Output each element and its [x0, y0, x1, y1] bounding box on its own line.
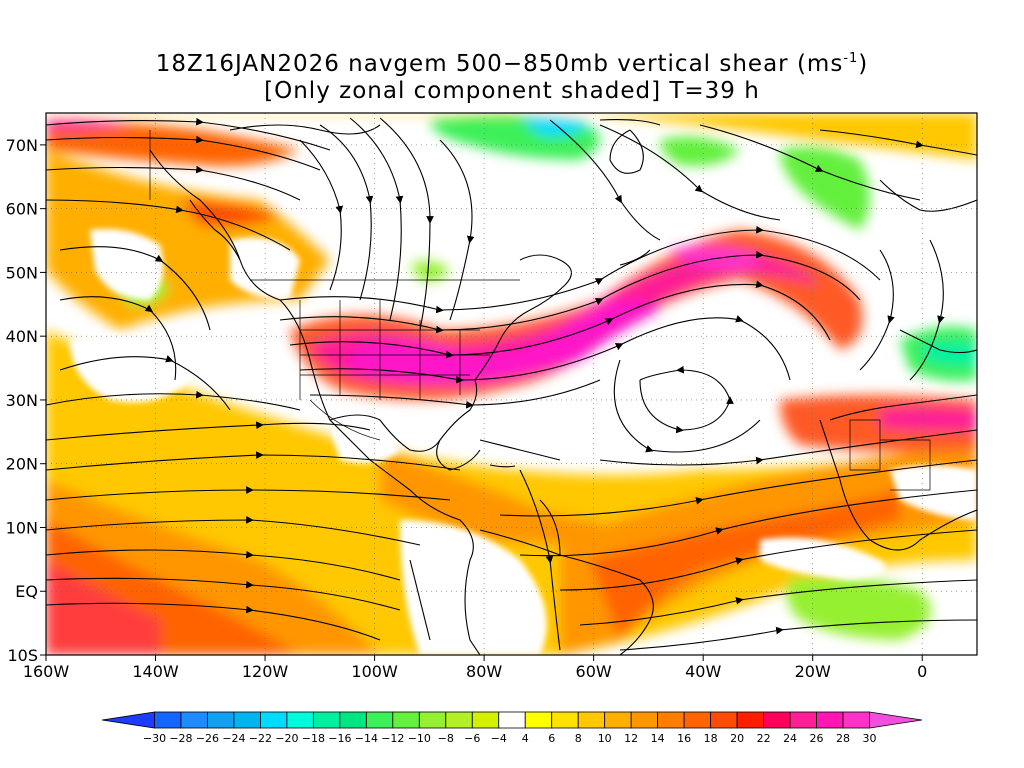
colorbar-label: −14	[355, 732, 378, 745]
colorbar-label: 26	[810, 732, 824, 745]
colorbar-label: −16	[328, 732, 351, 745]
colorbar-swatch	[842, 711, 870, 729]
colorbar-label: −24	[222, 732, 245, 745]
lat-axis: 70N 60N 50N 40N 30N 20N 10N EQ 10S	[6, 136, 46, 665]
lat-tick-label: 50N	[6, 263, 38, 282]
colorbar-swatch	[365, 711, 394, 729]
lat-tick-label: 40N	[6, 327, 38, 346]
lat-tick-label: 10N	[6, 518, 38, 537]
colorbar-swatch	[524, 711, 553, 729]
lon-tick-label: 80W	[466, 662, 502, 681]
streamlines	[46, 117, 977, 651]
colorbar-label: 14	[651, 732, 665, 745]
colorbar-swatch	[207, 711, 235, 729]
map-plot-area	[46, 113, 977, 655]
title-line-2: [Only zonal component shaded] T=39 h	[264, 78, 760, 104]
lon-axis: 160W 140W 120W 100W 80W 60W 40W 20W 0	[23, 655, 927, 681]
lon-tick-label: 0	[917, 662, 927, 681]
colorbar-label: −10	[408, 732, 431, 745]
colorbar-swatch	[471, 711, 500, 729]
lon-tick-label: 100W	[351, 662, 398, 681]
lat-tick-label: 70N	[6, 136, 38, 155]
colorbar-label: 22	[757, 732, 771, 745]
colorbar-label: −22	[249, 732, 272, 745]
lat-tick-label: 30N	[6, 391, 38, 410]
colorbar-label: 4	[522, 732, 529, 745]
lon-tick-label: 60W	[576, 662, 612, 681]
colorbar-swatch	[604, 711, 632, 729]
lon-tick-label: 160W	[23, 662, 70, 681]
colorbar-swatch	[445, 711, 473, 729]
colorbar-swatch	[763, 711, 791, 729]
colorbar-swatch	[710, 711, 738, 729]
colorbar-swatch	[498, 711, 526, 729]
colorbar-swatch	[789, 711, 817, 729]
colorbar-label: 20	[730, 732, 744, 745]
colorbar-swatch	[418, 711, 447, 729]
colorbar-label: 24	[783, 732, 797, 745]
colorbar-label: 8	[575, 732, 582, 745]
colorbar-label: −6	[464, 732, 480, 745]
colorbar-label: 18	[704, 732, 718, 745]
colorbar-swatch	[683, 711, 712, 729]
colorbar-label: 28	[836, 732, 850, 745]
colorbar-label: −30	[143, 732, 166, 745]
colorbar-label: −18	[302, 732, 325, 745]
colorbar-swatch	[657, 711, 685, 729]
colorbar-swatch	[392, 711, 420, 729]
lon-tick-label: 120W	[242, 662, 289, 681]
colorbar-swatch	[577, 711, 606, 729]
colorbar-swatch	[286, 711, 314, 729]
colorbar-swatch	[551, 711, 579, 729]
colorbar-label: 16	[677, 732, 691, 745]
colorbar-swatch-low-arrow	[101, 711, 155, 729]
plot-border	[45, 112, 978, 656]
colorbar-label: −26	[196, 732, 219, 745]
title-line-1: 18Z16JAN2026 navgem 500−850mb vertical s…	[156, 51, 869, 77]
colorbar-label: −4	[491, 732, 507, 745]
colorbar-label: −20	[275, 732, 298, 745]
colorbar-swatch	[630, 711, 659, 729]
colorbar-swatch	[312, 711, 341, 729]
colorbar-label: 6	[548, 732, 555, 745]
colorbar: −30 −28 −26 −24 −22 −20 −18 −16 −14 −12 −10 −8 −6 −4 4…	[101, 711, 923, 745]
colorbar-label: −28	[169, 732, 192, 745]
colorbar-swatch	[233, 711, 261, 729]
colorbar-label: 10	[598, 732, 612, 745]
lat-tick-label: EQ	[15, 582, 38, 601]
lat-tick-label: 60N	[6, 200, 38, 219]
colorbar-swatch-high-arrow	[869, 711, 923, 729]
lat-tick-label: 20N	[6, 455, 38, 474]
colorbar-swatch	[180, 711, 208, 729]
colorbar-label: 12	[624, 732, 638, 745]
colorbar-swatch	[154, 711, 182, 729]
lat-tick-label: 10S	[7, 646, 38, 665]
colorbar-label: −8	[438, 732, 454, 745]
colorbar-label: −12	[381, 732, 404, 745]
colorbar-swatch	[736, 711, 764, 729]
colorbar-swatch	[816, 711, 844, 729]
lon-tick-label: 20W	[795, 662, 831, 681]
colorbar-label: 30	[863, 732, 877, 745]
lon-tick-label: 140W	[132, 662, 179, 681]
lon-tick-label: 40W	[685, 662, 721, 681]
colorbar-swatch	[339, 711, 367, 729]
colorbar-swatch	[260, 711, 288, 729]
